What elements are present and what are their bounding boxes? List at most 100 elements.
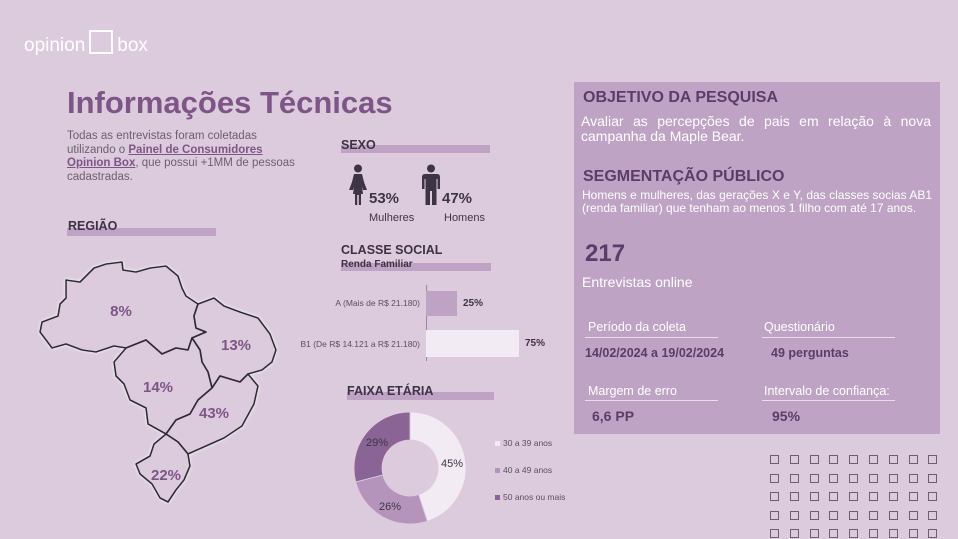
logo-text-left: opinion [24,35,86,56]
woman-icon [349,164,367,205]
age-label-bar [347,392,494,400]
age-slice-30-39 [409,411,467,522]
intro-text: Todas as entrevistas foram coletadas uti… [67,130,307,184]
objective-text: Avaliar as percepções de pais em relação… [581,113,931,144]
decorative-square [928,473,938,483]
legend-item-30-39: 30 a 39 anos [495,438,565,448]
decorative-square [789,473,799,483]
decorative-square [928,455,938,464]
opinion-box-logo: opinion box [24,30,148,57]
decorative-square [888,510,898,520]
questionnaire-divider [762,337,895,338]
region-centerwest-value: 14% [143,379,173,396]
region-north-value: 8% [110,303,132,320]
margin-divider [585,400,718,401]
interviews-count: 217 [585,240,626,267]
decorative-square [849,529,859,539]
objective-title: OBJETIVO DA PESQUISA [583,89,778,106]
confidence-divider [762,400,895,401]
age-label: FAIXA ETÁRIA [347,384,434,398]
margin-value: 6,6 PP [592,408,635,424]
decorative-square [789,510,799,520]
age-slice-pct-50-plus: 29% [366,437,388,449]
decorative-square [928,510,938,520]
legend-swatch [495,440,500,446]
women-pct: 53% [369,190,400,207]
decorative-square [928,529,938,539]
class-row-a-label: A (Mais de R$ 21.180) [335,298,420,308]
region-south [135,433,191,503]
decorative-square [908,510,918,520]
margin-label: Margem de erro [588,384,677,398]
men-pct: 47% [442,190,473,207]
segment-text: Homens e mulheres, das gerações X e Y, d… [582,188,932,215]
decorative-square [849,510,859,520]
legend-label: 50 anos ou mais [503,492,566,502]
decorative-square [829,529,839,539]
sex-label-bar [341,145,490,153]
class-sublabel: Renda Familiar [341,259,413,270]
research-info-panel: OBJETIVO DA PESQUISA Avaliar as percepçõ… [574,82,940,434]
decorative-square [849,473,859,483]
decorative-square-grid [770,455,950,539]
decorative-square [908,492,918,502]
decorative-square [829,473,839,483]
sex-label: SEXO [341,138,376,152]
women-label: Mulheres [369,212,415,224]
age-slice-50-plus [353,411,411,483]
decorative-square [849,455,859,464]
decorative-square [888,473,898,483]
decorative-square [770,455,779,464]
legend-item-40-49: 40 a 49 anos [495,465,565,475]
interviews-label: Entrevistas online [582,274,693,290]
confidence-value: 95% [772,408,801,424]
decorative-square [908,473,918,483]
age-slice-40-49 [355,474,428,525]
decorative-square [908,529,918,539]
decorative-square [888,529,898,539]
class-row-b1-bar [426,330,519,357]
period-label: Período da coleta [588,320,686,334]
decorative-square [770,492,779,502]
men-label: Homens [444,212,485,224]
confidence-label: Intervalo de confiança: [764,384,890,398]
logo-text-right: box [117,35,148,56]
region-label-bar [67,228,216,236]
intro-after: , que possui +1MM de pessoas cadastradas… [67,157,295,183]
region-label: REGIÃO [68,219,118,233]
age-donut-chart: 45% 26% 29% [353,411,467,525]
decorative-square [888,455,898,464]
class-axis [426,285,427,361]
decorative-square [869,473,878,483]
class-row-a-bar [426,291,457,316]
region-south-value: 22% [151,467,181,484]
decorative-square [829,492,839,502]
legend-item-50-plus: 50 anos ou mais [495,492,565,502]
region-southeast-value: 43% [199,405,229,422]
questionnaire-label: Questionário [764,320,835,334]
region-northeast-value: 13% [221,337,251,354]
logo-box-icon [89,30,114,54]
decorative-square [869,510,878,520]
class-label: CLASSE SOCIAL [341,243,443,257]
region-southeast [165,373,259,455]
decorative-square [869,455,878,464]
decorative-square [888,492,898,502]
decorative-square [829,455,839,464]
decorative-square [809,492,819,502]
decorative-square [770,473,779,483]
decorative-square [809,510,819,520]
brazil-map: 8% 13% 14% 43% 22% [39,261,277,503]
decorative-square [789,529,799,539]
decorative-square [809,473,819,483]
panel-link[interactable]: Painel de Consumidores Opinion Box [67,143,263,170]
period-value: 14/02/2024 a 19/02/2024 [585,346,725,360]
legend-label: 40 a 49 anos [503,465,553,475]
page-title: Informações Técnicas [67,85,393,120]
period-divider [585,337,718,338]
decorative-square [809,529,819,539]
age-slice-pct-40-49: 26% [379,501,401,513]
decorative-square [928,492,938,502]
class-row-b1-label: B1 (De R$ 14.121 a R$ 21.180) [300,339,420,349]
age-legend: 30 a 39 anos 40 a 49 anos 50 anos ou mai… [495,438,565,502]
